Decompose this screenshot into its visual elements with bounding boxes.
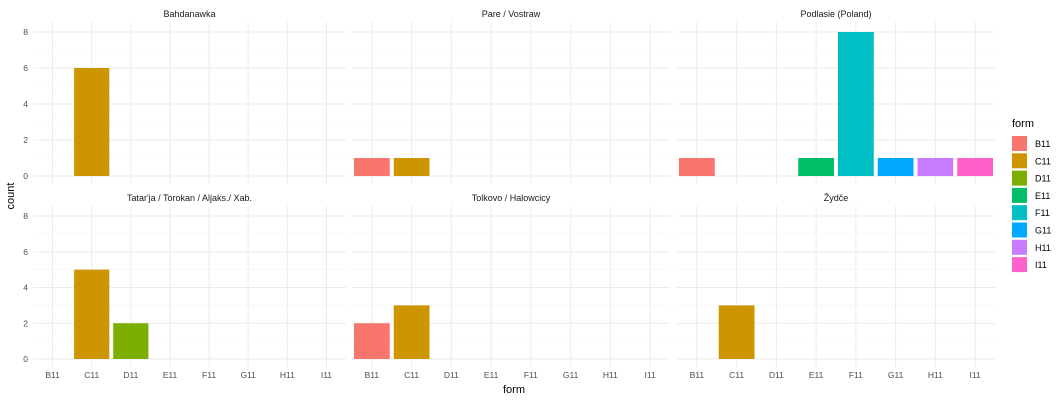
legend-swatch-i11 [1012, 257, 1027, 273]
legend-swatch-e11 [1012, 187, 1027, 203]
bar-g11 [877, 158, 914, 176]
legend-label: C11 [1035, 156, 1051, 166]
x-tick-label: I11 [645, 370, 656, 380]
bar-h11 [917, 158, 954, 176]
bar-c11 [393, 158, 430, 176]
x-tick-label: F11 [849, 370, 863, 380]
y-axis-title: count [5, 183, 17, 210]
legend-label: F11 [1035, 208, 1050, 218]
bar-c11 [718, 305, 755, 359]
x-tick-label: E11 [809, 370, 824, 380]
legend-swatch-d11 [1012, 170, 1027, 186]
x-tick-label: F11 [202, 370, 216, 380]
y-tick-label: 8 [23, 211, 28, 221]
y-tick-label: 4 [23, 99, 28, 109]
legend-label: I11 [1035, 260, 1047, 270]
y-tick-label: 0 [23, 171, 28, 181]
x-tick-label: D11 [123, 370, 138, 380]
bar-f11 [837, 32, 874, 176]
legend-swatch-h11 [1012, 239, 1027, 255]
x-tick-label: H11 [603, 370, 618, 380]
legend-swatch-c11 [1012, 153, 1027, 169]
y-tick-label: 0 [23, 354, 28, 364]
x-tick-label: D11 [769, 370, 784, 380]
y-tick-label: 6 [23, 63, 28, 73]
panel-title: Pare / Vostraw [482, 9, 541, 19]
legend-swatch-g11 [1012, 222, 1027, 238]
x-tick-label: B11 [45, 370, 60, 380]
panel-title: Tatar'ja / Torokan / Aljaks./ Xab. [127, 193, 252, 203]
x-tick-label: E11 [163, 370, 178, 380]
legend-label: D11 [1035, 174, 1051, 184]
legend-title: form [1012, 118, 1034, 130]
legend-label: B11 [1035, 139, 1050, 149]
bar-i11 [957, 158, 994, 176]
x-tick-label: H11 [280, 370, 295, 380]
legend-label: H11 [1035, 243, 1051, 253]
panel-title: Podlasie (Poland) [800, 9, 871, 19]
x-tick-label: H11 [928, 370, 943, 380]
legend-label: G11 [1035, 226, 1051, 236]
panel-title: Žydče [824, 193, 849, 203]
bar-d11 [113, 323, 149, 359]
bar-b11 [353, 158, 390, 176]
bar-c11 [74, 68, 110, 176]
x-tick-label: I11 [970, 370, 981, 380]
x-axis-title: form [503, 384, 525, 396]
x-tick-label: E11 [484, 370, 499, 380]
bar-e11 [798, 158, 835, 176]
x-tick-label: D11 [444, 370, 459, 380]
x-tick-label: I11 [321, 370, 332, 380]
x-tick-label: C11 [729, 370, 744, 380]
panel-title: Bahdanawka [163, 9, 215, 19]
bar-c11 [393, 305, 430, 359]
bar-b11 [678, 158, 715, 176]
y-tick-label: 2 [23, 318, 28, 328]
bar-b11 [353, 323, 390, 359]
bar-c11 [74, 269, 110, 359]
x-tick-label: G11 [563, 370, 579, 380]
legend-label: E11 [1035, 191, 1050, 201]
x-tick-label: G11 [888, 370, 904, 380]
y-tick-label: 2 [23, 135, 28, 145]
x-tick-label: C11 [404, 370, 419, 380]
x-tick-label: F11 [524, 370, 538, 380]
x-tick-label: G11 [240, 370, 256, 380]
y-tick-label: 6 [23, 247, 28, 257]
x-tick-label: B11 [690, 370, 705, 380]
panel-title: Tolkovo / Halowcicy [472, 193, 551, 203]
y-tick-label: 8 [23, 27, 28, 37]
legend-swatch-b11 [1012, 136, 1027, 151]
x-tick-label: C11 [84, 370, 99, 380]
legend-swatch-f11 [1012, 205, 1027, 221]
y-tick-label: 4 [23, 283, 28, 293]
x-tick-label: B11 [365, 370, 380, 380]
